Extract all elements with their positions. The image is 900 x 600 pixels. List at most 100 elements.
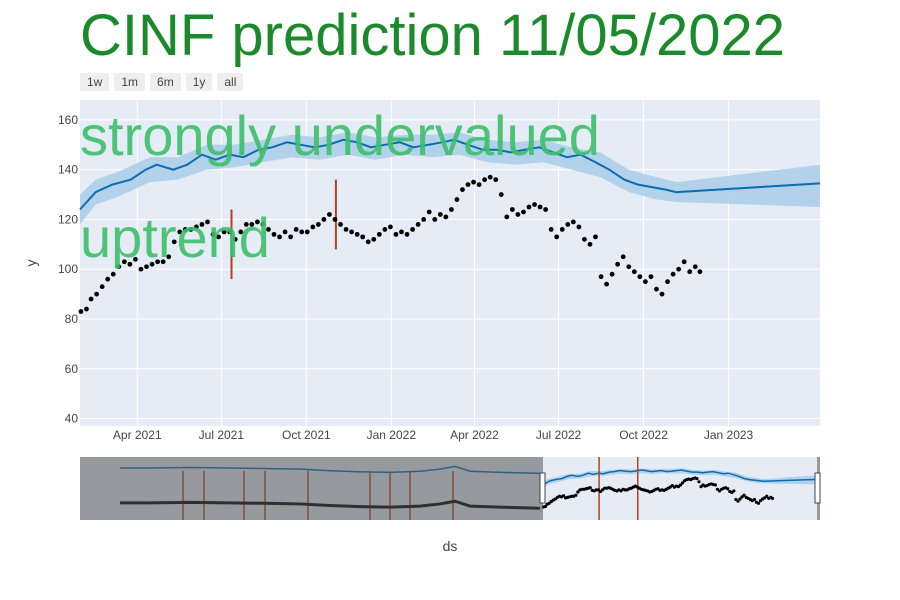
actual-point [537, 204, 543, 210]
actual-point [110, 271, 116, 277]
actual-point [504, 214, 510, 220]
actual-point [543, 207, 549, 212]
actual-point [654, 286, 659, 292]
actual-point [282, 229, 288, 235]
actual-point [582, 236, 587, 242]
actual-point [288, 234, 294, 240]
actual-point [243, 222, 249, 227]
actual-point [315, 222, 321, 227]
actual-point [615, 261, 621, 267]
y-tick-label: 160 [58, 113, 78, 127]
range-slider-point [752, 497, 757, 502]
actual-point [149, 261, 155, 267]
y-axis-title: y [23, 260, 39, 267]
actual-point [697, 269, 703, 275]
actual-point [166, 254, 172, 260]
range-slider-band-area [543, 468, 817, 489]
actual-point [404, 231, 410, 237]
actual-point [570, 219, 576, 225]
actual-point [277, 234, 282, 240]
forecast-line [79, 138, 821, 211]
actual-point [515, 212, 521, 217]
actual-point [465, 182, 471, 188]
actual-point [88, 296, 94, 302]
range-slider-point [756, 501, 761, 505]
uncertainty-band-area [80, 132, 820, 225]
actual-point [598, 274, 604, 280]
range-slider-point [543, 504, 547, 509]
annotation-valuation: strongly undervalued [80, 104, 600, 167]
range-slider-point [726, 487, 730, 491]
y-tick-label: 100 [58, 262, 78, 276]
actual-point [188, 227, 194, 232]
actual-point [448, 207, 454, 212]
y-tick-label: 60 [65, 362, 79, 376]
actual-point [587, 241, 593, 247]
forecast-line-path [79, 138, 821, 211]
y-tick-label: 120 [58, 212, 78, 226]
range-button-1m[interactable]: 1m [114, 73, 146, 91]
annotations: strongly undervalued uptrend [80, 104, 600, 269]
actual-point [199, 222, 205, 227]
actual-point [609, 271, 615, 277]
actual-point [498, 192, 504, 197]
x-tick-label: Oct 2021 [282, 428, 331, 442]
actual-point [299, 229, 305, 235]
x-tick-label: Apr 2021 [113, 428, 162, 442]
actual-point [360, 234, 366, 240]
actual-point [670, 271, 676, 277]
actual-point [593, 234, 598, 240]
range-selector: 1w 1m 6m 1y all [80, 73, 244, 91]
actual-point [548, 227, 554, 232]
actual-point [304, 229, 310, 235]
actual-point [687, 269, 693, 275]
actual-point [338, 222, 343, 227]
actual-point [310, 224, 316, 230]
actual-point [293, 227, 299, 232]
range-button-6m[interactable]: 6m [150, 73, 181, 91]
range-slider-right-handle[interactable] [814, 472, 821, 504]
actual-point [659, 291, 665, 297]
range-button-all[interactable]: all [217, 73, 244, 91]
actual-point [382, 227, 388, 232]
actual-point [692, 264, 698, 270]
actual-point [121, 259, 127, 265]
actual-point [99, 284, 105, 290]
actual-point [388, 224, 393, 230]
actual-point [365, 239, 371, 245]
actual-point [437, 212, 443, 217]
actual-point [144, 264, 149, 270]
actual-point [78, 309, 84, 314]
actual-point [232, 236, 238, 242]
actual-point [221, 229, 227, 235]
range-slider-point [732, 489, 736, 493]
x-axis-ticks: Apr 2021 Jul 2021 Oct 2021 Jan 2022 Apr 2022… [113, 428, 754, 442]
range-slider-left-handle[interactable] [539, 472, 546, 504]
range-button-1w[interactable]: 1w [80, 73, 110, 91]
actual-point [116, 264, 122, 270]
actual-point [637, 274, 643, 280]
actual-point [471, 179, 476, 185]
range-slider[interactable] [80, 457, 821, 520]
x-axis-title: ds [443, 538, 458, 554]
actual-point [94, 291, 100, 297]
actual-point [509, 207, 515, 212]
x-tick-label: Jan 2022 [367, 428, 417, 442]
range-slider-point [680, 481, 685, 485]
range-slider-point [574, 493, 578, 497]
grid-lines [80, 100, 820, 426]
actual-point [105, 276, 111, 282]
actual-point [84, 306, 89, 312]
actual-point [254, 219, 260, 225]
actual-point [399, 229, 404, 235]
range-button-1y[interactable]: 1y [185, 73, 213, 91]
range-slider-point [697, 480, 701, 484]
actual-point [421, 217, 427, 222]
actual-point [171, 239, 177, 245]
actual-point [648, 274, 654, 280]
actual-points [78, 174, 703, 314]
actual-point [393, 231, 399, 237]
actual-point [410, 227, 415, 232]
actual-point [354, 231, 360, 237]
